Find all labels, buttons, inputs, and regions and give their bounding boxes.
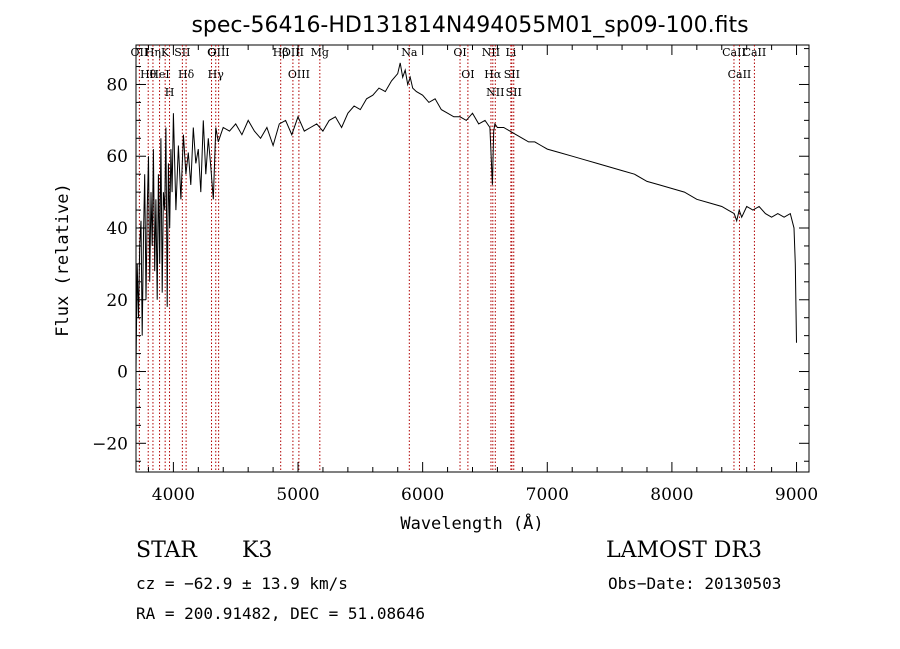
emission-line-markers — [138, 45, 755, 472]
emission-line-label: Hθ — [140, 68, 157, 81]
y-tick-label: 0 — [117, 363, 128, 383]
emission-line-label: Hβ — [273, 46, 289, 59]
emission-line-label: Li — [505, 46, 516, 59]
emission-line-label: Hγ — [208, 68, 225, 81]
y-tick-label: 20 — [106, 291, 128, 311]
chart-title: spec-56416-HD131814N494055M01_sp09-100.f… — [191, 13, 748, 38]
y-tick-label: −20 — [92, 434, 128, 454]
emission-line-label: Hδ — [178, 68, 195, 81]
emission-line-label: Hα — [484, 68, 502, 81]
x-axis-label: Wavelength (Å) — [400, 512, 543, 534]
axis-ticks: 4000 5000 6000 7000 8000 9000 −20 0 20 40 60 80 — [92, 45, 818, 505]
emission-line-label: SII — [504, 68, 520, 81]
emission-line-label: CaII — [743, 46, 767, 59]
emission-line-label: G — [207, 46, 216, 59]
redshift-cz: cz = −62.9 ± 13.9 km/s — [136, 574, 348, 593]
emission-line-label: OI — [461, 68, 474, 81]
x-tick-label: 8000 — [650, 485, 693, 505]
emission-line-label: HeI — [149, 68, 169, 81]
emission-line-label: CaII — [728, 68, 752, 81]
emission-line-label: NII — [486, 86, 504, 99]
y-axis-label: Flux (relative) — [53, 183, 73, 337]
y-tick-label: 40 — [106, 219, 128, 239]
emission-line-label: OI — [453, 46, 466, 59]
emission-line-label: SII — [174, 46, 190, 59]
emission-line-label: CaII — [722, 46, 746, 59]
y-tick-label: 80 — [106, 75, 128, 95]
emission-line-label: OIII — [208, 46, 230, 59]
emission-line-label: H — [165, 86, 175, 99]
x-tick-label: 6000 — [401, 485, 444, 505]
x-tick-label: 7000 — [526, 485, 569, 505]
spectrum-series-line — [135, 62, 797, 372]
emission-line-label: Na — [401, 46, 418, 59]
plot-frame — [135, 44, 810, 473]
coordinates: RA = 200.91482, DEC = 51.08646 — [136, 604, 425, 623]
emission-line-label: NII — [482, 46, 500, 59]
object-subclass: K3 — [242, 538, 273, 563]
survey-name: LAMOST DR3 — [606, 538, 762, 563]
x-tick-label: 5000 — [276, 485, 319, 505]
emission-line-label: OIII — [282, 46, 304, 59]
observation-date: Obs−Date: 20130503 — [608, 574, 782, 593]
emission-line-label: Hη — [145, 46, 161, 59]
emission-line-label: OIII — [288, 68, 310, 81]
x-tick-label: 4000 — [152, 485, 195, 505]
emission-line-label: K — [161, 46, 170, 59]
x-tick-label: 9000 — [775, 485, 818, 505]
emission-line-label: SII — [506, 86, 522, 99]
emission-line-label: OII — [131, 46, 149, 59]
emission-line-label: Mg — [311, 46, 329, 59]
y-tick-label: 60 — [106, 147, 128, 167]
object-class: STAR — [136, 538, 197, 563]
